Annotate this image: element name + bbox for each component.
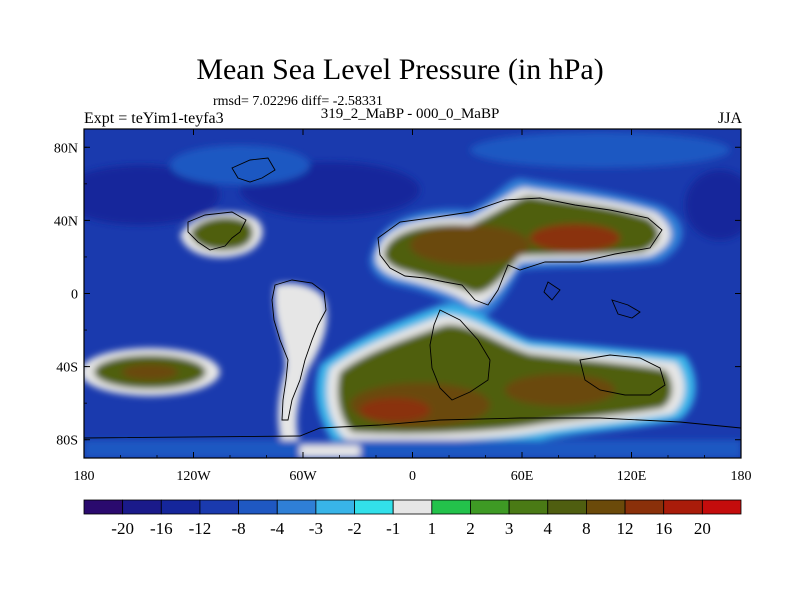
colorbar-label: 1 <box>428 519 437 538</box>
x-tick-label: 60E <box>511 469 534 484</box>
y-tick-label: 0 <box>71 288 78 303</box>
y-axis: 80N 40N 0 40S 80S <box>54 141 741 449</box>
colorbar-label: -16 <box>150 519 173 538</box>
colorbar: -20 -16 -12 -8 -4 -3 -2 -1 1 2 3 4 8 12 16 20 <box>83 499 742 538</box>
colorbar-swatch <box>160 499 201 515</box>
colorbar-swatch <box>431 499 471 515</box>
x-tick-label: 120W <box>176 469 211 484</box>
x-tick-label: 180 <box>74 469 95 484</box>
season-label: JJA <box>717 110 742 127</box>
colorbar-swatch <box>663 499 703 515</box>
coastline-outlines <box>84 157 741 439</box>
y-tick-label: 80S <box>56 434 78 449</box>
colorbar-label: 3 <box>505 519 514 538</box>
plot-title: Mean Sea Level Pressure (in hPa) <box>196 53 604 86</box>
colorbar-label: -20 <box>111 519 134 538</box>
colorbar-label: -1 <box>386 519 400 538</box>
colorbar-label: -12 <box>189 519 212 538</box>
colorbar-swatch <box>547 499 587 515</box>
colorbar-swatch <box>315 499 355 515</box>
colorbar-swatch <box>701 499 742 515</box>
colorbar-label: 20 <box>694 519 711 538</box>
colorbar-swatch <box>354 499 394 515</box>
colorbar-swatch <box>470 499 510 515</box>
rmsd-diff-stats: rmsd= 7.02296 diff= -2.58331 <box>213 94 383 109</box>
y-tick-label: 80N <box>54 141 78 156</box>
x-axis: 180 120W 60W 0 60E 120E 180 <box>74 129 752 484</box>
colorbar-swatch <box>624 499 665 515</box>
colorbar-label: 16 <box>655 519 672 538</box>
colorbar-label: -4 <box>270 519 285 538</box>
colorbar-swatch <box>586 499 626 515</box>
colorbar-swatch <box>199 499 239 515</box>
colorbar-label: -8 <box>232 519 246 538</box>
experiment-label: Expt = teYim1-teyfa3 <box>84 110 224 127</box>
colorbar-label: 2 <box>466 519 475 538</box>
pressure-field <box>84 129 741 458</box>
colorbar-label: -3 <box>309 519 323 538</box>
y-tick-label: 40S <box>56 361 78 376</box>
x-tick-label: 60W <box>289 469 317 484</box>
colorbar-label: 4 <box>544 519 553 538</box>
colorbar-swatch <box>83 499 124 515</box>
colorbar-label: 12 <box>617 519 634 538</box>
colorbar-swatch <box>508 499 549 515</box>
colorbar-swatch <box>392 499 433 515</box>
colorbar-swatch <box>122 499 162 515</box>
colorbar-label: 8 <box>582 519 591 538</box>
x-tick-label: 0 <box>409 469 416 484</box>
colorbar-label: -2 <box>347 519 361 538</box>
x-tick-label: 120E <box>617 469 647 484</box>
x-tick-label: 180 <box>731 469 752 484</box>
y-tick-label: 40N <box>54 214 78 229</box>
colorbar-swatch <box>238 499 278 515</box>
experiment-subtitle: 319_2_MaBP - 000_0_MaBP <box>320 106 500 122</box>
colorbar-swatch <box>276 499 317 515</box>
